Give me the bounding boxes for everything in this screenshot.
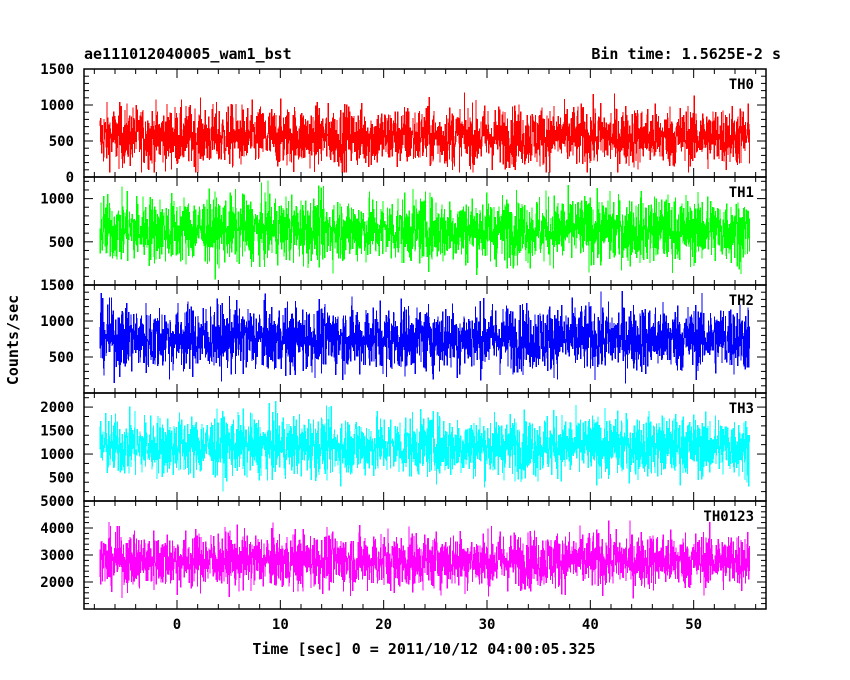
y-tick-label: 1500 — [40, 278, 74, 294]
y-tick-label: 500 — [49, 134, 74, 150]
panel-label-th1: TH1 — [729, 185, 754, 201]
y-tick-label: 500 — [49, 235, 74, 251]
panel-label-th3: TH3 — [729, 401, 754, 417]
y-tick-label: 500 — [49, 350, 74, 366]
y-tick-label: 1500 — [40, 424, 74, 440]
y-tick-label: 1000 — [40, 192, 74, 208]
y-tick-label: 1000 — [40, 447, 74, 463]
y-tick-label: 3000 — [40, 548, 74, 564]
y-tick-label: 0 — [66, 278, 74, 294]
panel-label-th0123: TH0123 — [703, 509, 754, 525]
x-tick-label: 0 — [173, 617, 181, 633]
y-axis-label: Counts/sec — [4, 295, 22, 385]
y-tick-label: 5000 — [40, 494, 74, 510]
y-tick-label: 4000 — [40, 521, 74, 537]
y-tick-label: 1000 — [40, 98, 74, 114]
x-tick-label: 20 — [375, 617, 392, 633]
series-th3 — [99, 401, 750, 492]
series-th0 — [99, 92, 750, 173]
x-tick-label: 40 — [582, 617, 599, 633]
y-tick-label: 1500 — [40, 62, 74, 78]
series-th2 — [99, 291, 750, 384]
y-tick-label: 1000 — [40, 314, 74, 330]
x-tick-label: 30 — [479, 617, 496, 633]
series-th1 — [99, 180, 750, 280]
bin-time-label: Bin time: 1.5625E-2 s — [591, 45, 781, 63]
y-tick-label: 500 — [49, 471, 74, 487]
panel-label-th2: TH2 — [729, 293, 754, 309]
series-th0123 — [99, 520, 750, 599]
x-tick-label: 10 — [272, 617, 289, 633]
chart-title: ae111012040005_wam1_bst — [84, 45, 292, 63]
x-axis-label: Time [sec] 0 = 2011/10/12 04:00:05.325 — [252, 640, 595, 658]
y-tick-label: 2000 — [40, 575, 74, 591]
y-tick-label: 2000 — [40, 400, 74, 416]
panel-label-th0: TH0 — [729, 77, 754, 93]
y-tick-label: 0 — [66, 170, 74, 186]
x-tick-label: 50 — [685, 617, 702, 633]
